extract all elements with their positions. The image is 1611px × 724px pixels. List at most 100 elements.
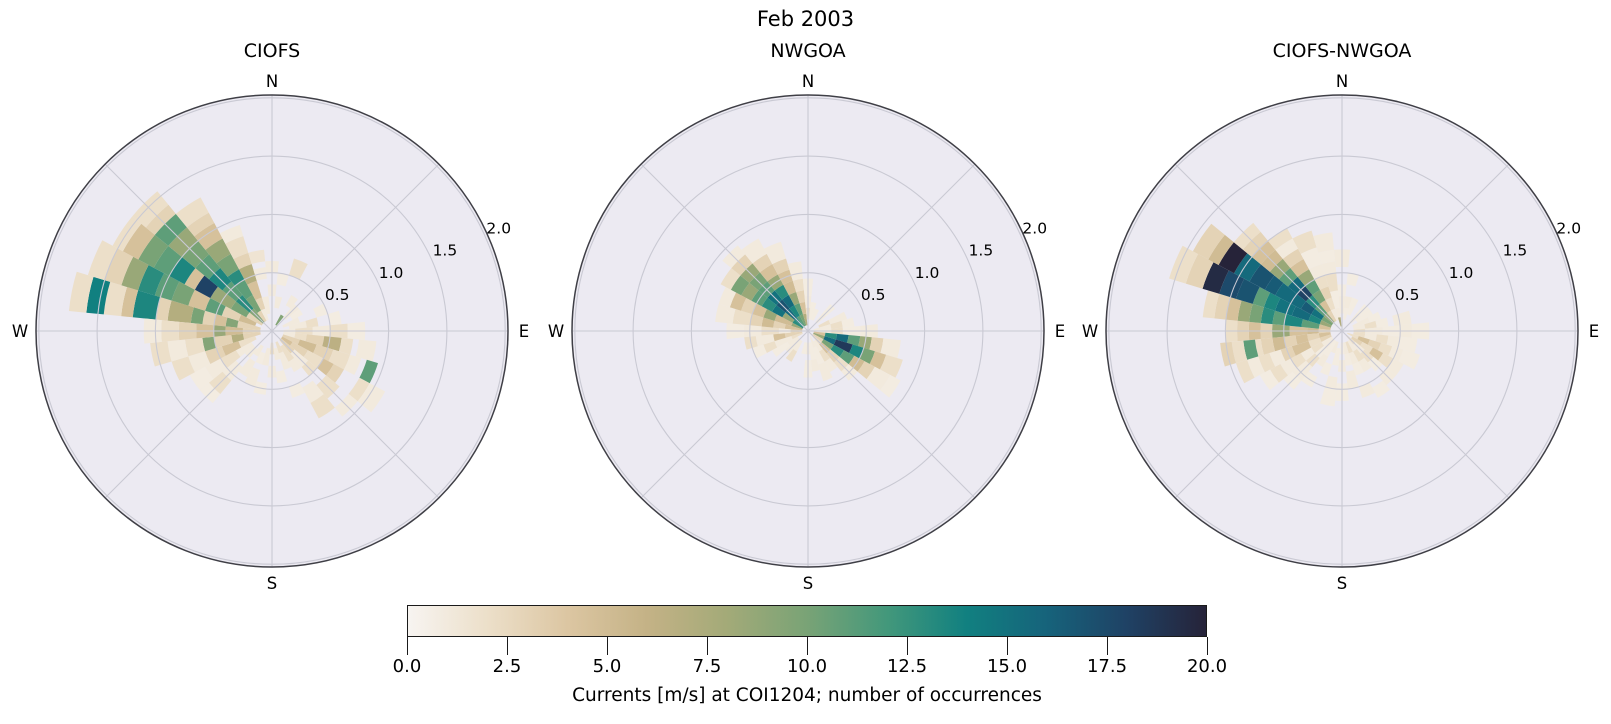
heatmap-cell	[1347, 340, 1357, 352]
heatmap-cell	[153, 245, 182, 277]
heatmap-cell	[799, 301, 807, 315]
heatmap-cell	[761, 317, 775, 328]
heatmap-cell	[210, 286, 236, 310]
polar-grid	[572, 95, 1044, 567]
heatmap-cell	[839, 350, 855, 365]
colorbar-tick-label: 12.5	[886, 656, 928, 677]
heatmap-cell	[847, 335, 861, 347]
heatmap-cell	[1344, 353, 1353, 366]
heatmap-cell	[1321, 316, 1333, 326]
heatmap-cell	[824, 332, 838, 340]
heatmap-cell	[1331, 341, 1339, 354]
heatmap-cell	[1283, 314, 1303, 327]
heatmap-cell	[294, 333, 307, 342]
heatmap-cell	[188, 289, 211, 311]
heatmap-cell	[169, 257, 196, 285]
heatmap-cell	[1320, 286, 1332, 301]
heatmap-cell	[246, 312, 263, 326]
heatmap-cell	[282, 317, 300, 328]
heatmap-cell	[205, 358, 227, 380]
heatmap-cell	[276, 370, 288, 384]
heatmap-cell	[1300, 301, 1315, 315]
radial-tick-label: 2.0	[486, 219, 511, 237]
cardinal-label-s: S	[803, 574, 813, 593]
heatmap-cell	[1364, 333, 1377, 342]
heatmap-cell	[188, 351, 211, 373]
heatmap-cell	[880, 338, 901, 359]
heatmap-cell	[1254, 339, 1264, 357]
heatmap-cell	[813, 331, 826, 337]
colorbar-tick-label: 10.0	[786, 656, 828, 677]
heatmap-cell	[235, 279, 253, 300]
heatmap-cell	[213, 335, 233, 348]
heatmap-cell	[1358, 382, 1375, 398]
heatmap-cell	[216, 253, 240, 277]
colorbar-tick	[907, 637, 908, 655]
heatmap-cell	[812, 333, 824, 343]
radial-tick-label: 1.5	[1503, 242, 1528, 260]
heatmap-cell	[290, 308, 303, 321]
heatmap-cell	[1369, 347, 1384, 361]
heatmap-cell	[792, 278, 804, 292]
heatmap-cell	[741, 282, 759, 301]
heatmap-cell	[1247, 356, 1265, 378]
heatmap-cell	[1300, 247, 1322, 270]
heatmap-cell	[794, 303, 803, 316]
heatmap-cell	[150, 341, 172, 367]
heatmap-cell	[220, 350, 241, 368]
heatmap-cell	[1283, 335, 1298, 348]
heatmap-cell	[1318, 324, 1331, 330]
heatmap-cell	[828, 311, 848, 325]
heatmap-cell	[171, 356, 195, 381]
heatmap-cell	[1208, 234, 1234, 266]
heatmap-cell	[1352, 317, 1370, 328]
heatmap-cell	[1275, 298, 1296, 316]
heatmap-cell	[1314, 275, 1329, 290]
heatmap-cell	[1319, 320, 1332, 328]
heatmap-cell	[202, 336, 217, 352]
heatmap-cell	[313, 344, 334, 362]
heatmap-cell	[880, 374, 901, 398]
heatmap-cell	[1301, 319, 1320, 329]
heatmap-cell	[190, 307, 206, 325]
heatmap-cell	[1352, 349, 1365, 362]
heatmap-cell	[773, 333, 786, 342]
heatmap-cell	[1346, 370, 1359, 390]
heatmap-cell	[787, 336, 799, 346]
colorbar-tick	[607, 637, 608, 655]
heatmap-cell	[205, 298, 226, 316]
heatmap-cell	[789, 305, 800, 318]
heatmap-cell	[869, 337, 884, 353]
heatmap-cell	[242, 332, 261, 340]
heatmap-cell	[1236, 359, 1255, 384]
heatmap-cell	[282, 334, 300, 345]
heatmap-cell	[818, 361, 833, 382]
heatmap-cell	[236, 341, 254, 357]
heatmap-cell	[764, 241, 786, 265]
heatmap-cell	[715, 303, 736, 324]
heatmap-cell	[1358, 358, 1372, 373]
heatmap-cell	[1308, 337, 1322, 348]
heatmap-cell	[327, 310, 342, 326]
colorbar-tick	[507, 637, 508, 655]
heatmap-cell	[1202, 290, 1220, 319]
heatmap-cell	[1355, 308, 1373, 323]
cardinal-label-n: N	[266, 72, 278, 91]
cardinal-label-w: W	[548, 322, 564, 341]
heatmap-cell	[274, 296, 283, 309]
angular-gridline	[1341, 163, 1510, 332]
heatmap-cell	[221, 341, 242, 356]
heatmap-cell	[297, 339, 317, 353]
heatmap-cell	[184, 268, 205, 290]
heatmap-cell	[730, 275, 750, 296]
heatmap-cell	[328, 349, 351, 370]
heatmap-cell	[276, 272, 289, 287]
heatmap-cell	[759, 264, 778, 282]
heatmap-cell	[1308, 314, 1322, 325]
heatmap-cell	[1321, 336, 1333, 346]
heatmap-cell	[1311, 308, 1324, 321]
radial-tick-label: 2.0	[1556, 219, 1581, 237]
heatmap-cell	[1331, 308, 1339, 321]
heatmap-cell	[782, 312, 795, 323]
heatmap-cell	[261, 296, 271, 315]
